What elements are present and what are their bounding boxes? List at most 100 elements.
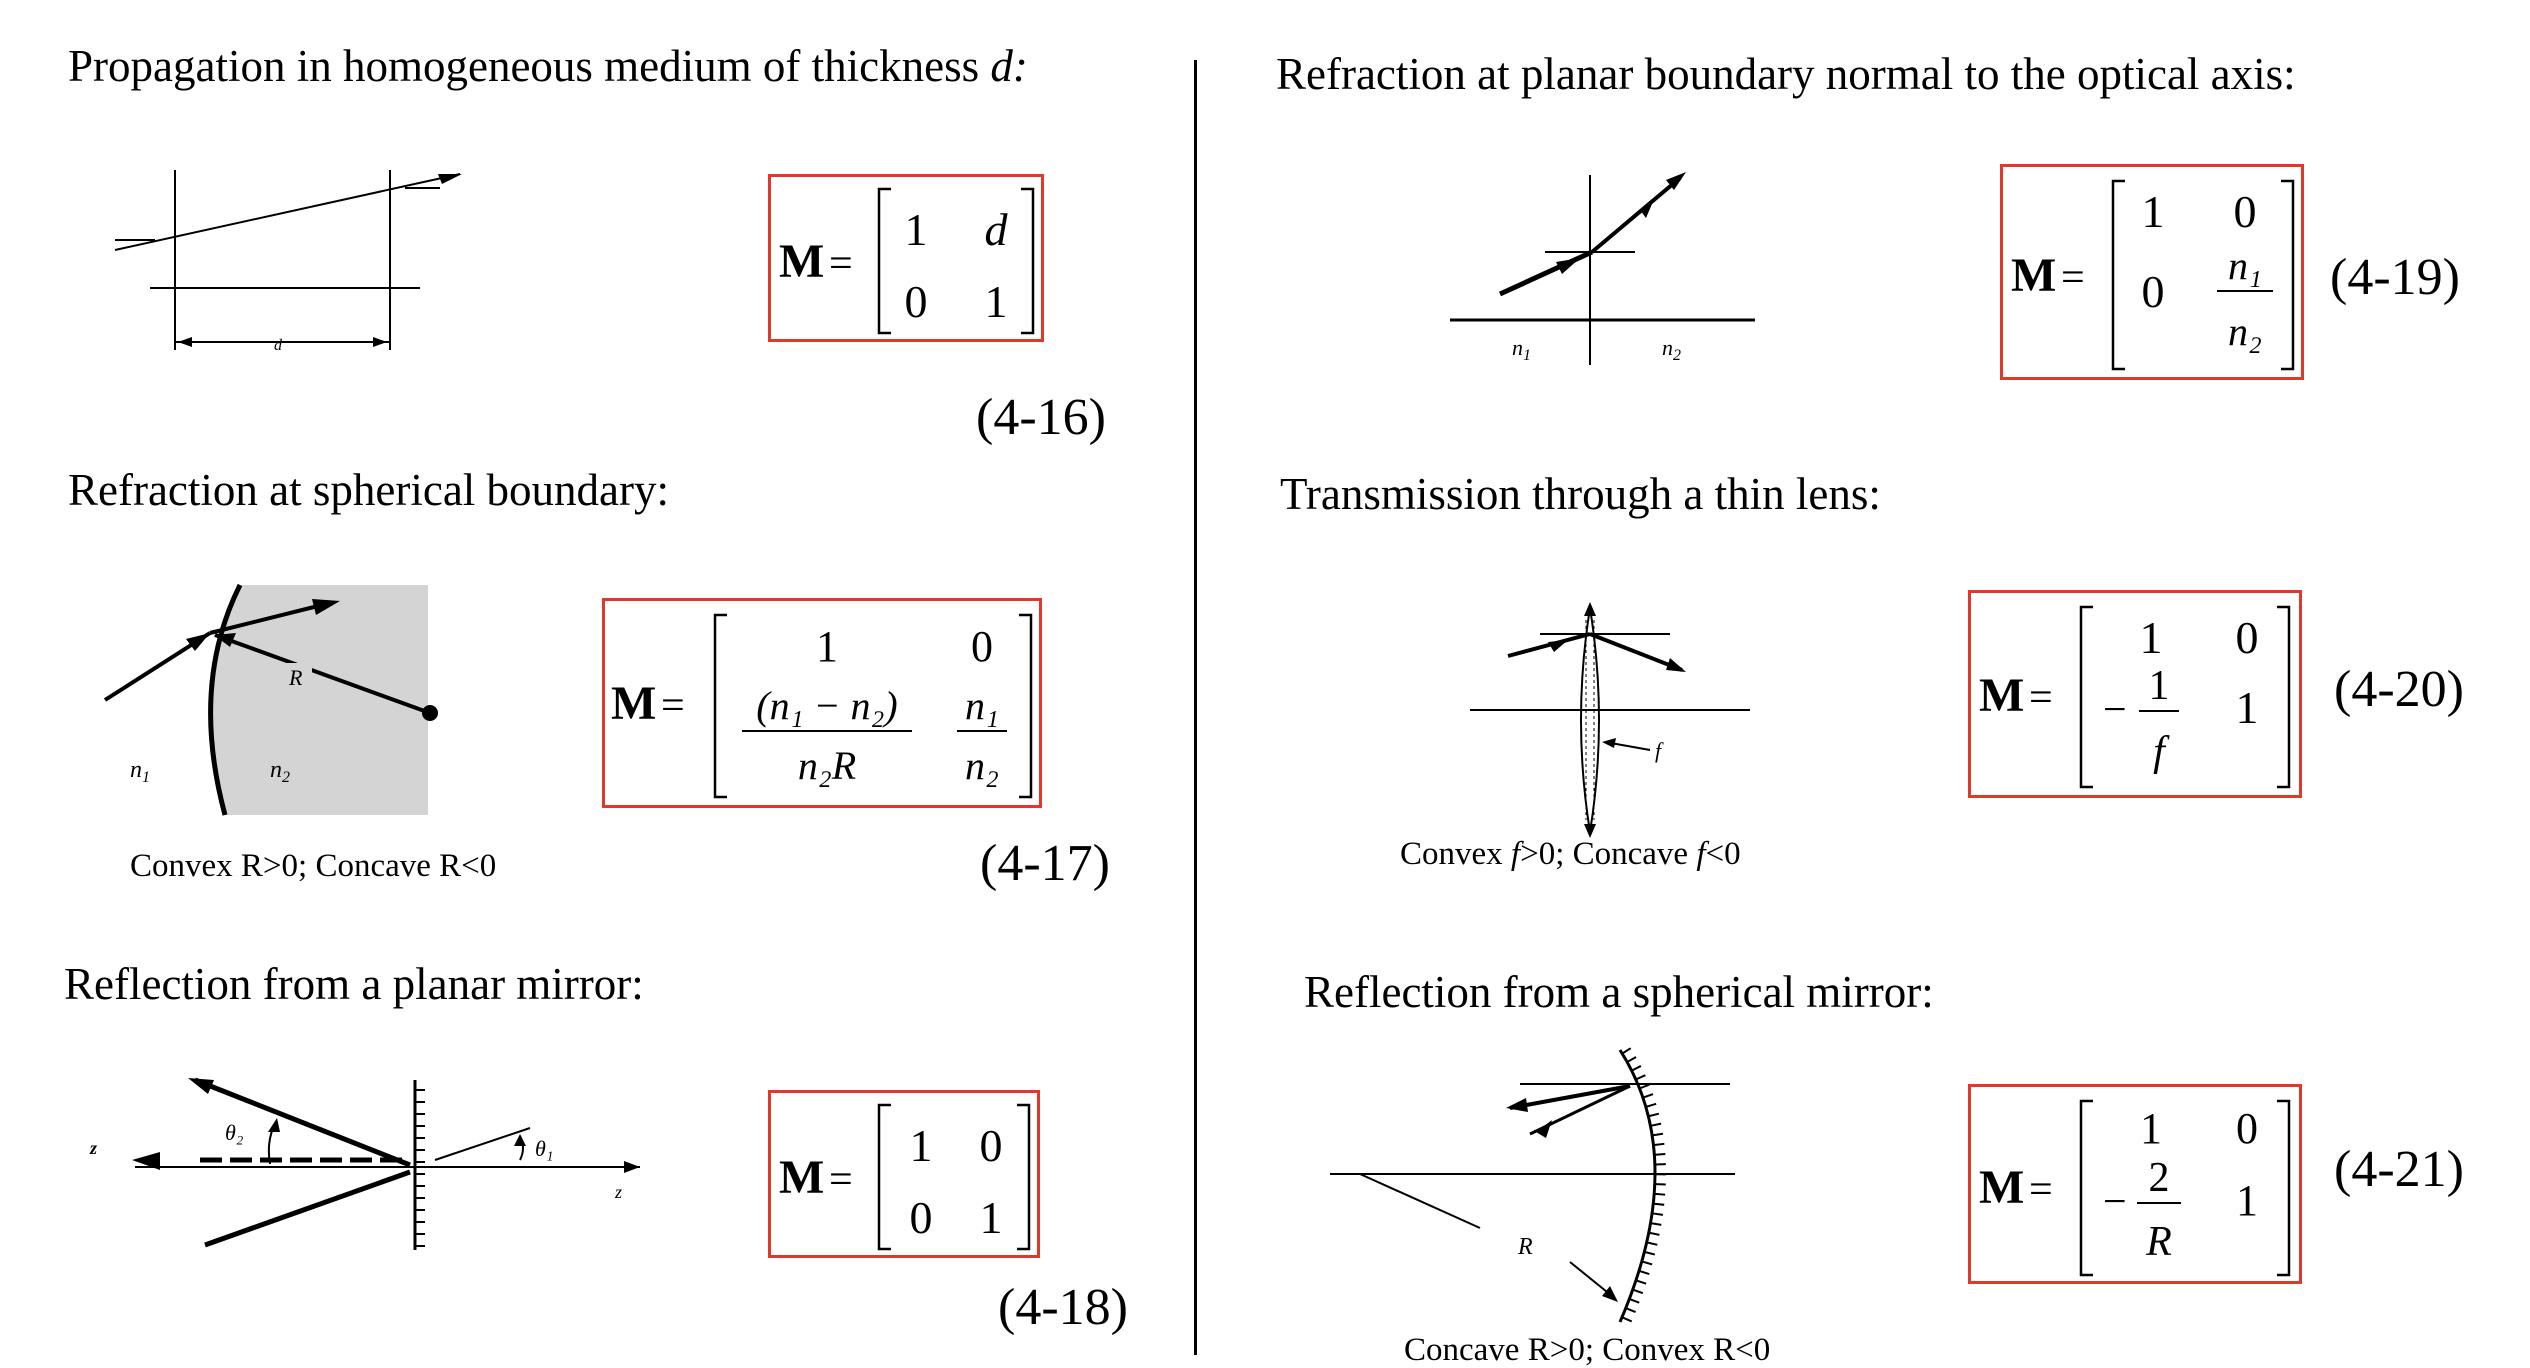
n2-subscript: 2 <box>282 769 290 786</box>
matrix-symbol: M <box>2011 249 2056 302</box>
spherical-refraction-diagram: R n1 n2 <box>103 583 438 816</box>
matrix-a: 1 <box>2142 186 2165 237</box>
matrix-a: 1 <box>905 204 928 255</box>
matrix-box-4-19: M = 1 0 0 n₁ n₂ <box>2000 164 2304 380</box>
heading-planar-mirror: Reflection from a planar mirror: <box>64 959 644 1009</box>
n2-label: n <box>1662 335 1673 360</box>
equation-number-4-20: (4-20) <box>2334 661 2464 718</box>
matrix-c-denominator: f <box>2153 729 2170 775</box>
matrix-symbol: M <box>611 677 656 730</box>
equation-number-4-19: (4-19) <box>2330 249 2460 306</box>
matrix-4-19: M = 1 0 0 n₁ n₂ <box>2011 179 2295 371</box>
matrix-symbol: M <box>1979 669 2024 722</box>
svg-text:n2: n2 <box>1662 335 1681 364</box>
matrix-c-numerator: (n₁ − n₂) <box>756 683 897 728</box>
matrix-4-17: M = 1 0 (n₁ − n₂) n₂R n₁ n₂ <box>611 613 1033 799</box>
matrix-d: 1 <box>980 1192 1003 1243</box>
radius-label: R <box>288 665 303 690</box>
matrix-d-denominator: n₂ <box>965 743 999 788</box>
equation-number-4-17: (4-17) <box>980 835 1110 892</box>
matrix-c-numerator: 2 <box>2149 1155 2170 1201</box>
matrix-a: 1 <box>910 1120 933 1171</box>
n2-label: n <box>270 757 282 783</box>
z-axis-left-label: z <box>89 1138 97 1158</box>
matrix-c-numerator: 1 <box>2149 663 2170 709</box>
matrix-b: d <box>985 204 1009 255</box>
spherical-mirror-diagram: R <box>1330 1047 1735 1324</box>
heading-planar-refraction: Refraction at planar boundary normal to … <box>1276 49 2296 99</box>
focal-length-label: f <box>1655 738 1664 763</box>
heading-var: d: <box>990 41 1028 91</box>
svg-text:=: = <box>829 241 853 287</box>
planar-refraction-diagram: n1 n2 <box>1450 172 1755 365</box>
n1-subscript: 1 <box>1523 347 1531 364</box>
theta2-label: θ₂ <box>225 1120 244 1145</box>
matrix-c-denominator: n₂R <box>798 743 856 788</box>
theta1-label: θ₁ <box>535 1136 553 1161</box>
matrix-c-denominator: R <box>2145 1219 2172 1265</box>
matrix-c: 0 <box>905 276 928 327</box>
n1-subscript: 1 <box>142 769 150 786</box>
matrix-a: 1 <box>2140 612 2163 663</box>
heading-text: Propagation in homogeneous medium of thi… <box>68 41 991 91</box>
radius-label: R <box>1517 1234 1533 1260</box>
caption-4-17: Convex R>0; Concave R<0 <box>130 848 497 884</box>
matrix-b: 0 <box>2234 186 2257 237</box>
svg-text:=: = <box>2029 675 2053 721</box>
n2-subscript: 2 <box>1673 347 1681 364</box>
column-divider <box>1194 60 1197 1355</box>
svg-text:=: = <box>661 683 685 729</box>
matrix-4-18: M = 1 0 0 1 <box>779 1103 1031 1251</box>
caption-part: <0 <box>1705 836 1741 872</box>
caption-var: f <box>1510 836 1521 872</box>
heading-spherical-mirror: Reflection from a spherical mirror: <box>1304 967 1934 1017</box>
caption-var: f <box>1696 836 1706 872</box>
n1-label: n <box>130 757 142 783</box>
heading-spherical-refraction: Refraction at spherical boundary: <box>68 465 670 515</box>
matrix-box-4-21: M = 1 0 − 2 R 1 <box>1968 1084 2302 1284</box>
matrix-d: 1 <box>2236 682 2259 733</box>
caption-4-21: Concave R>0; Convex R<0 <box>1404 1332 1771 1368</box>
svg-text:=: = <box>2061 255 2085 301</box>
matrix-b: 0 <box>980 1120 1003 1171</box>
matrix-symbol: M <box>1979 1161 2024 1214</box>
matrix-d-numerator: n₁ <box>965 683 999 728</box>
matrix-c: 0 <box>2142 266 2165 317</box>
matrix-c: 0 <box>910 1192 933 1243</box>
matrix-d: 1 <box>2236 1176 2258 1225</box>
matrix-box-4-18: M = 1 0 0 1 <box>768 1090 1040 1258</box>
matrix-d-numerator: n₁ <box>2228 243 2262 288</box>
svg-text:n1: n1 <box>130 757 150 786</box>
matrix-box-4-20: M = 1 0 − 1 f 1 <box>1968 590 2302 798</box>
thickness-label: d <box>274 337 283 354</box>
matrix-box-4-16: M = 1 d 0 1 <box>768 174 1044 342</box>
matrix-a: 1 <box>816 622 838 671</box>
matrix-c-sign: − <box>2103 687 2127 733</box>
svg-text:=: = <box>2029 1167 2053 1213</box>
caption-4-20: Convex f>0; Concave f<0 <box>1400 838 1741 871</box>
matrix-b: 0 <box>2236 612 2259 663</box>
matrix-4-16: M = 1 d 0 1 <box>779 187 1035 335</box>
matrix-box-4-17: M = 1 0 (n₁ − n₂) n₂R n₁ n₂ <box>602 598 1042 808</box>
matrix-d: 1 <box>985 276 1008 327</box>
caption-part: Convex <box>1400 836 1511 872</box>
planar-mirror-diagram: z z θ₂ θ₁ <box>89 1077 640 1250</box>
matrix-symbol: M <box>779 235 824 288</box>
matrix-4-21: M = 1 0 − 2 R 1 <box>1979 1099 2291 1277</box>
matrix-a: 1 <box>2140 1104 2162 1153</box>
equation-number-4-21: (4-21) <box>2334 1141 2464 1198</box>
equation-number-4-18: (4-18) <box>998 1279 1128 1336</box>
matrix-symbol: M <box>779 1151 824 1204</box>
matrix-b: 0 <box>971 622 993 671</box>
propagation-diagram: d <box>114 170 462 354</box>
thin-lens-diagram: f <box>1470 602 1750 838</box>
svg-text:n1: n1 <box>1512 335 1531 364</box>
heading-thin-lens: Transmission through a thin lens: <box>1280 469 1881 519</box>
svg-text:=: = <box>829 1157 853 1203</box>
heading-propagation: Propagation in homogeneous medium of thi… <box>68 44 1028 89</box>
equation-number-4-16: (4-16) <box>976 389 1106 446</box>
matrix-c-sign: − <box>2103 1179 2127 1225</box>
svg-text:n2: n2 <box>270 757 290 786</box>
matrix-4-20: M = 1 0 − 1 f 1 <box>1979 605 2291 789</box>
matrix-b: 0 <box>2236 1104 2258 1153</box>
